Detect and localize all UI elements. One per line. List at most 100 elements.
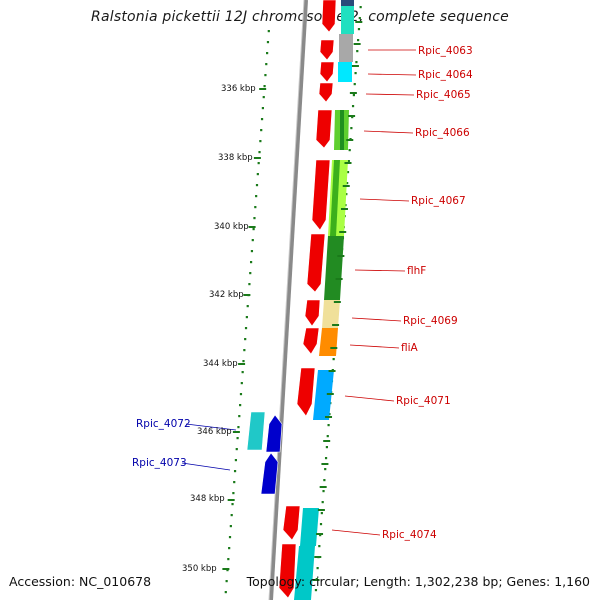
cog-block xyxy=(338,62,352,82)
ruler-dot xyxy=(235,448,238,451)
cog-color-track xyxy=(294,0,354,600)
ruler-dot xyxy=(228,547,231,550)
cds-arrow xyxy=(315,109,333,149)
right-label-leaders xyxy=(331,49,417,536)
ruler-dot xyxy=(266,52,269,55)
cds-arrow xyxy=(319,61,335,83)
ruler-dot xyxy=(231,503,234,506)
ruler-dot xyxy=(227,558,230,561)
ruler-dot xyxy=(354,72,357,75)
cds-arrow xyxy=(318,82,334,103)
gene-label-rpic-4071[interactable]: Rpic_4071 xyxy=(396,395,451,407)
ruler-dot xyxy=(319,523,323,526)
ruler-dot xyxy=(264,74,267,77)
ruler-dot xyxy=(347,160,350,163)
reverse-cds-track xyxy=(246,411,283,495)
ruler-dot xyxy=(320,512,323,515)
topology-text: Topology: circular; Length: 1,302,238 bp… xyxy=(246,574,590,589)
ruler-dot xyxy=(228,536,232,539)
gene-label-rpic-4074[interactable]: Rpic_4074 xyxy=(382,529,437,541)
ruler-dot xyxy=(359,6,362,9)
label-leader-line xyxy=(365,93,415,96)
cog-block xyxy=(339,34,353,62)
cog-block xyxy=(324,236,344,300)
ruler-dot xyxy=(266,41,270,44)
ruler-dot xyxy=(232,492,235,495)
ruler-ticks xyxy=(222,21,363,581)
gene-label-rpic-4065[interactable]: Rpic_4065 xyxy=(416,89,471,101)
ruler-dot xyxy=(234,459,238,462)
ruler-dot xyxy=(324,457,328,460)
cog-block xyxy=(330,160,340,236)
ruler-dot xyxy=(350,127,353,130)
ruler-dot xyxy=(244,338,247,341)
forward-cds-track xyxy=(278,0,337,599)
ruler-dot xyxy=(322,490,325,493)
ruler-label: 336 kbp xyxy=(221,84,256,94)
cds-arrow xyxy=(296,367,316,417)
ruler-dot xyxy=(246,305,249,308)
ruler-label: 340 kbp xyxy=(214,222,249,232)
cog-block xyxy=(319,328,338,356)
ruler-dot xyxy=(248,283,251,286)
ruler-dot xyxy=(263,85,266,88)
ruler-label: 350 kbp xyxy=(182,564,217,574)
ruler-dot xyxy=(262,96,265,99)
ruler-dot xyxy=(257,162,260,165)
cog-block xyxy=(294,546,315,600)
ruler-dot xyxy=(346,182,349,185)
ruler-dot xyxy=(314,589,318,592)
ruler-dot xyxy=(256,173,259,176)
map-title: Ralstonia pickettii 12J chromosome 2, co… xyxy=(91,9,509,25)
gene-label-rpic-4064[interactable]: Rpic_4064 xyxy=(418,69,473,81)
label-leader-line xyxy=(185,423,237,431)
ruler-dot xyxy=(250,250,254,253)
cds-arrow xyxy=(304,299,321,327)
ruler-dot xyxy=(260,129,263,132)
ruler-dot xyxy=(346,171,350,174)
ruler-dot xyxy=(238,415,241,418)
ruler-dot xyxy=(242,360,245,363)
gene-label-rpic-4063[interactable]: Rpic_4063 xyxy=(418,45,473,57)
chromosome-backbone xyxy=(269,0,308,600)
ruler-dot xyxy=(241,371,244,374)
ruler-dot xyxy=(319,534,322,537)
gene-label-rpic-4069[interactable]: Rpic_4069 xyxy=(403,315,458,327)
ruler-dot xyxy=(316,567,319,570)
cds-arrow xyxy=(282,505,301,541)
ruler-dot xyxy=(233,470,237,473)
cog-block xyxy=(322,300,340,328)
ruler-dot xyxy=(255,195,258,198)
ruler-dot xyxy=(355,61,358,64)
gene-label-flhf[interactable]: flhF xyxy=(407,265,426,277)
gene-label-flia[interactable]: fliA xyxy=(401,342,419,354)
cds-arrow xyxy=(306,233,326,293)
label-leader-line xyxy=(331,529,381,536)
ruler-dot xyxy=(353,83,356,86)
ruler-dot xyxy=(358,17,361,20)
cds-arrow xyxy=(278,543,297,599)
gene-label-rpic-4073[interactable]: Rpic_4073 xyxy=(132,457,187,469)
ruler-label: 342 kbp xyxy=(209,290,244,300)
gene-label-rpic-4067[interactable]: Rpic_4067 xyxy=(411,195,466,207)
accession-text: Accession: NC_010678 xyxy=(9,574,152,589)
ruler-dot xyxy=(254,206,257,209)
ruler-dot xyxy=(260,118,264,121)
ruler-dot xyxy=(252,228,255,231)
ruler-label: 346 kbp xyxy=(197,427,232,437)
cds-arrow xyxy=(260,452,279,495)
label-leader-line xyxy=(344,395,395,402)
ruler-dot xyxy=(323,479,326,482)
gene-label-rpic-4072[interactable]: Rpic_4072 xyxy=(136,418,191,430)
gene-label-rpic-4066[interactable]: Rpic_4066 xyxy=(415,127,470,139)
ruler-dot xyxy=(239,393,243,396)
label-leader-line xyxy=(367,73,417,76)
ruler-dot xyxy=(249,261,253,264)
ruler-dot xyxy=(327,424,330,427)
ruler-dot xyxy=(351,105,355,108)
ruler-dot xyxy=(351,116,354,119)
ruler-dot xyxy=(267,30,270,33)
left-label-leaders xyxy=(181,423,237,471)
ruler-dot xyxy=(249,272,252,275)
ruler-dot xyxy=(258,151,261,154)
